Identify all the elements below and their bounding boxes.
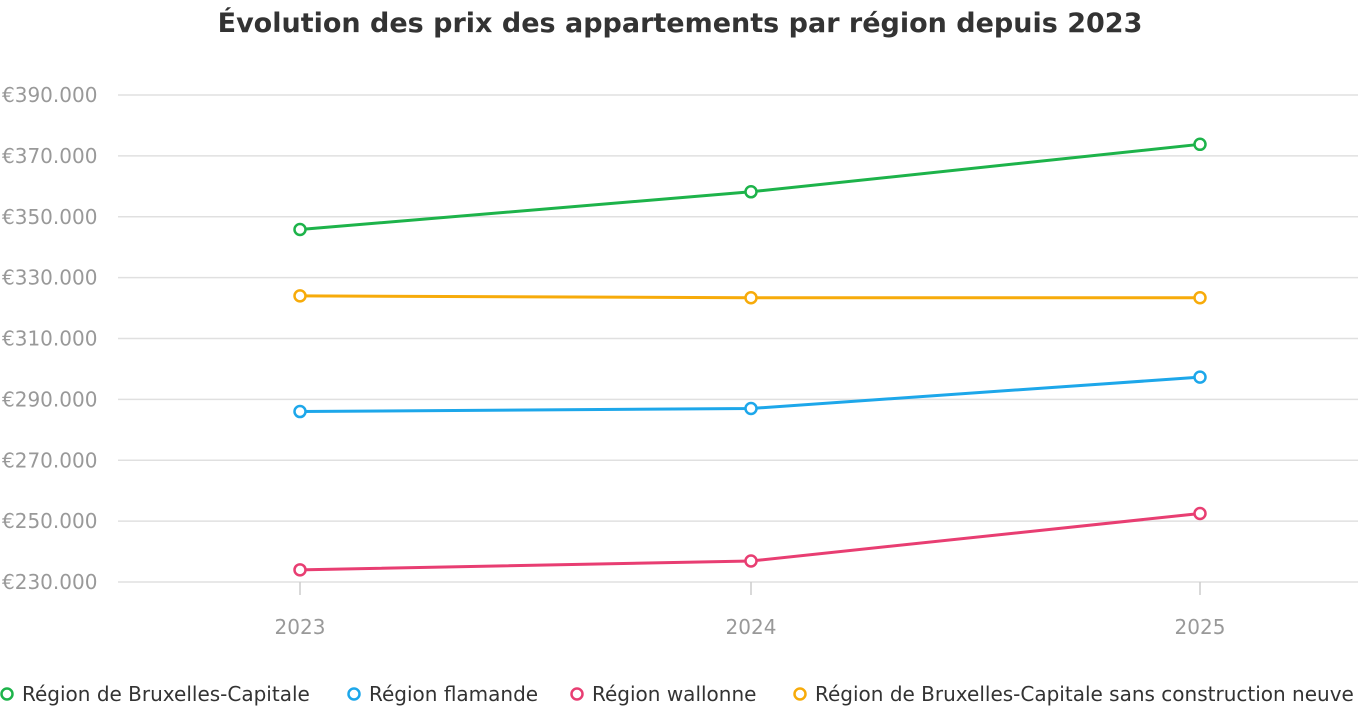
- legend-label: Région de Bruxelles-Capitale sans constr…: [815, 682, 1354, 706]
- data-point[interactable]: [744, 185, 758, 199]
- data-point[interactable]: [744, 290, 758, 305]
- series-3: [293, 506, 1207, 577]
- legend-item[interactable]: Région de Bruxelles-Capitale sans constr…: [793, 682, 1354, 706]
- data-point[interactable]: [1193, 370, 1207, 384]
- y-tick-label: €270.000: [2, 448, 97, 472]
- y-tick-label: €310.000: [2, 327, 97, 351]
- data-point[interactable]: [293, 404, 307, 419]
- x-tick-label: 2024: [726, 615, 777, 639]
- x-tick-label: 2023: [275, 615, 326, 639]
- y-tick-label: €330.000: [2, 266, 97, 290]
- data-point[interactable]: [293, 563, 307, 577]
- legend-marker: [793, 687, 807, 701]
- legend-label: Région flamande: [369, 682, 538, 706]
- data-point[interactable]: [1193, 506, 1207, 521]
- data-point[interactable]: [293, 222, 307, 237]
- legend-marker: [347, 687, 361, 701]
- data-point[interactable]: [293, 289, 307, 303]
- y-tick-label: €290.000: [2, 387, 97, 411]
- legend-label: Région de Bruxelles-Capitale: [22, 682, 310, 706]
- y-axis: €390.000 €370.000 €350.000 €330.000 €310.000…: [2, 83, 97, 594]
- data-point[interactable]: [744, 401, 758, 416]
- legend-label: Région wallonne: [592, 682, 756, 706]
- y-tick-label: €370.000: [2, 144, 97, 168]
- data-point[interactable]: [1193, 290, 1207, 305]
- legend: Région de Bruxelles-Capitale Région flama…: [0, 682, 1354, 706]
- data-point[interactable]: [744, 554, 758, 568]
- legend-marker: [570, 687, 584, 701]
- legend-item[interactable]: Région wallonne: [570, 682, 757, 706]
- y-tick-label: €350.000: [2, 205, 97, 229]
- series-1: [293, 137, 1207, 237]
- x-tick-label: 2025: [1175, 615, 1226, 639]
- data-point[interactable]: [1193, 137, 1207, 152]
- y-tick-label: €230.000: [2, 570, 97, 594]
- series-2: [293, 370, 1207, 419]
- y-tick-label: €250.000: [2, 509, 97, 533]
- series-layer: [293, 137, 1207, 577]
- x-axis: 2023 2024 2025: [275, 582, 1226, 639]
- chart-title: Évolution des prix des appartements par …: [218, 7, 1143, 39]
- grid-layer: [118, 94, 1358, 583]
- legend-marker: [0, 687, 14, 701]
- y-tick-label: €390.000: [2, 83, 97, 107]
- series-4: [293, 289, 1207, 305]
- legend-item[interactable]: Région de Bruxelles-Capitale: [0, 682, 310, 706]
- legend-item[interactable]: Région flamande: [347, 682, 539, 706]
